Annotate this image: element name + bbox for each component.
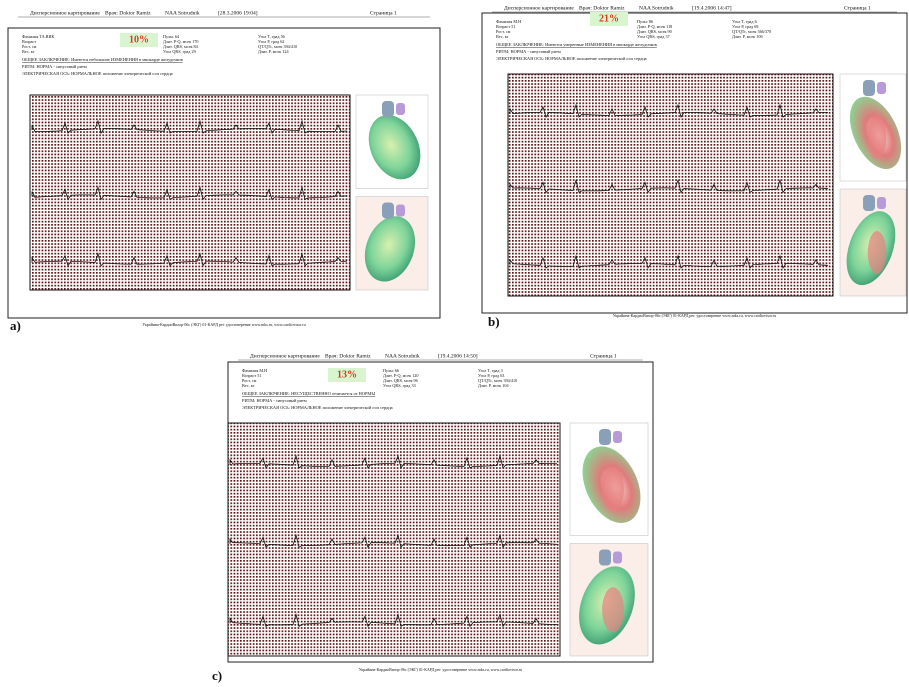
conclusion: ОБЩЕЕ ЗАКЛЮЧЕНИЕ: Имеются умеренные ИЗМЕ… (496, 42, 657, 47)
heart-vessel (863, 195, 875, 211)
heart-vessel (382, 101, 394, 117)
header-page: Страница 1 (844, 5, 871, 11)
header-page: Страница 1 (370, 10, 397, 16)
header-title: Дисперсионное картирование (250, 353, 320, 359)
conclusion: РИТМ: НОРМА - синусовый ритм (22, 64, 87, 69)
conclusion: РИТМ: НОРМА - синусовый ритм (242, 398, 307, 403)
header-date: [28.3.2006 19:04] (218, 10, 258, 16)
ecg-grid (228, 423, 560, 656)
header-date: [19.4.2006 14:47] (692, 5, 732, 11)
header-page: Страница 1 (590, 353, 617, 359)
heart-vessel (396, 205, 405, 217)
header-doctor: Врач: Doktor Ramiz (325, 353, 371, 359)
heart-vessel (613, 552, 622, 564)
header-doctor: Врач: Doktor Ramiz (105, 10, 151, 16)
heart-vessel (877, 82, 886, 94)
header-doctor: Врач: Doktor Ramiz (579, 5, 625, 11)
panel-label: b) (488, 314, 500, 329)
heart-highlight (868, 231, 886, 274)
panel-label: a) (10, 318, 21, 333)
heart-vessel (599, 429, 611, 445)
conclusion: ЭЛЕКТРИЧЕСКАЯ ОСЬ: НОРМАЛЬНОЕ положение … (496, 56, 647, 61)
footer: Украйина-КардиоВизор-06с (ЭКГ) 01-КАРД р… (359, 667, 522, 673)
heart-vessel (863, 80, 875, 96)
header-patient: NAA Sotrudnik (639, 5, 674, 11)
heart-highlight (602, 467, 624, 512)
footer: Украйина-КардиоВизор-06с (ЭКГ) 01-КАРД р… (142, 322, 305, 328)
badge: 13% (337, 369, 357, 380)
header-patient: NAA Sotrudnik (165, 10, 200, 16)
conclusion: ОБЩЕЕ ЗАКЛЮЧЕНИЕ: Имеются небольшие ИЗМЕ… (22, 57, 183, 62)
header-title: Дисперсионное картирование (504, 5, 574, 11)
header-title: Дисперсионное картирование (30, 10, 100, 16)
header-patient: NAA Sotrudnik (385, 353, 420, 359)
heart-vessel (613, 431, 622, 443)
badge: 10% (129, 34, 149, 45)
heart-vessel (877, 197, 886, 209)
header-date: [19.4.2006 14:50] (438, 353, 478, 359)
heart-vessel (396, 103, 405, 115)
heart-vessel (599, 550, 611, 566)
conclusion: ОБЩЕЕ ЗАКЛЮЧЕНИЕ: НЕСУЩЕСТВЕННО отличает… (242, 391, 375, 396)
ecg-grid (508, 74, 833, 296)
conclusion: ЭЛЕКТРИЧЕСКАЯ ОСЬ: НОРМАЛЬНОЕ положение … (22, 71, 173, 76)
badge: 21% (599, 13, 619, 24)
conclusion: РИТМ: НОРМА - синусовый ритм (496, 49, 561, 54)
heart-vessel (382, 203, 394, 219)
footer: Украйина-КардиоВизор-06с (ЭКГ) 01-КАРД р… (613, 313, 776, 319)
ecg-grid (30, 95, 350, 290)
conclusion: ЭЛЕКТРИЧЕСКАЯ ОСЬ: НОРМАЛЬНОЕ положение … (242, 405, 393, 410)
heart-highlight (602, 587, 624, 632)
heart-highlight (868, 116, 886, 159)
panel-label: c) (212, 668, 222, 683)
figure: Дисперсионное картирование Врач: Doktor R… (0, 0, 909, 687)
